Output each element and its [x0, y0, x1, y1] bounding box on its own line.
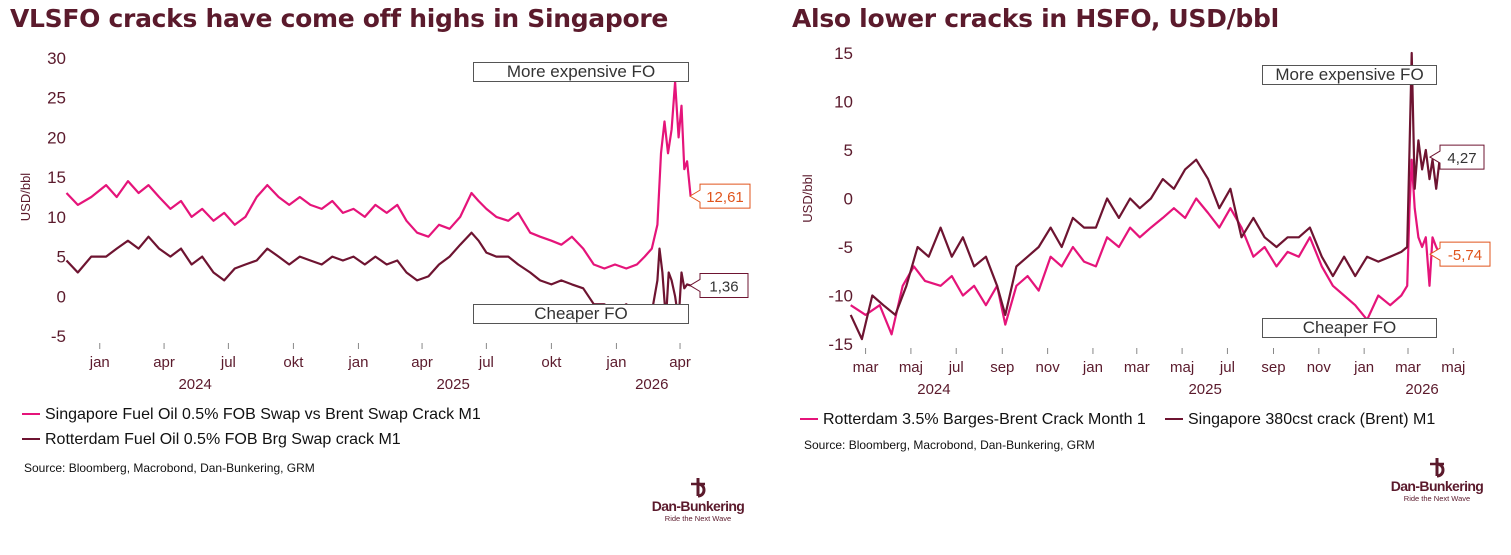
series-line-2 — [849, 51, 1441, 341]
chart-title: Also lower cracks in HSFO, USD/bbl — [792, 4, 1279, 33]
x-tick-label: jul — [948, 359, 964, 376]
x-tick-label: jan — [347, 354, 368, 371]
logo-tagline: Ride the Next Wave — [1403, 494, 1471, 503]
end-value-text: 12,61 — [706, 189, 744, 206]
series-line-2 — [65, 231, 691, 322]
y-tick-label: 0 — [844, 190, 853, 209]
y-tick-label: -15 — [828, 335, 853, 354]
x-tick-label: apr — [669, 354, 691, 371]
annotation-more-expensive: More expensive FO — [1262, 65, 1437, 85]
y-axis-title: USD/bbl — [18, 173, 33, 222]
x-tick-label: okt — [541, 354, 562, 371]
x-tick-label: sep — [990, 359, 1014, 376]
legend-swatch — [800, 417, 818, 420]
x-tick-label: jan — [1353, 359, 1374, 376]
end-value-label: -5,74 — [1429, 241, 1491, 267]
x-tick-label: jan — [605, 354, 626, 371]
y-tick-label: 25 — [47, 89, 66, 108]
y-axis-title: USD/bbl — [800, 174, 815, 223]
left-chart-panel: VLSFO cracks have come off highs in Sing… — [10, 4, 758, 524]
x-tick-label: jul — [478, 354, 494, 371]
annotation-cheaper: Cheaper FO — [473, 304, 689, 324]
y-tick-label: 0 — [57, 287, 66, 306]
x-year-label: 2025 — [1188, 381, 1221, 398]
y-tick-label: 5 — [57, 248, 66, 267]
series-line-1 — [65, 80, 692, 270]
legend-item-rotterdam-hsfo: Rotterdam 3.5% Barges-Brent Crack Month … — [800, 411, 1146, 429]
y-tick-label: -5 — [838, 238, 853, 257]
hsfo-line-chart: -15 -10 -5 0 5 10 15 USD/bbl mar maj jul sep nov jan m… — [800, 44, 1491, 398]
x-tick-label: nov — [1036, 359, 1061, 376]
dan-bunkering-logo: Dan-Bunkering Ride the Next Wave — [1377, 456, 1497, 504]
x-tick-label: maj — [899, 359, 923, 376]
x-year-label: 2024 — [917, 381, 950, 398]
end-value-text: -5,74 — [1448, 247, 1482, 264]
logo-icon — [1430, 458, 1445, 478]
legend-swatch — [22, 412, 40, 415]
annotation-more-expensive: More expensive FO — [473, 62, 689, 82]
end-value-label: 1,36 — [689, 272, 749, 298]
y-tick-label: 15 — [47, 168, 66, 187]
x-tick-label: sep — [1261, 359, 1285, 376]
legend-swatch — [1165, 417, 1183, 420]
source-note: Source: Bloomberg, Macrobond, Dan-Bunker… — [804, 438, 1095, 452]
x-tick-label: maj — [1170, 359, 1194, 376]
y-tick-label: 15 — [834, 44, 853, 63]
y-tick-label: 10 — [47, 208, 66, 227]
annotation-cheaper: Cheaper FO — [1262, 318, 1437, 338]
x-year-label: 2024 — [178, 376, 211, 393]
x-tick-label: apr — [153, 354, 175, 371]
legend-swatch — [22, 437, 40, 440]
x-tick-label: jul — [1219, 359, 1235, 376]
y-tick-label: 30 — [47, 49, 66, 68]
x-tick-label: apr — [411, 354, 433, 371]
end-value-label: 12,61 — [689, 183, 751, 209]
end-value-text: 1,36 — [709, 278, 738, 295]
dan-bunkering-logo: Dan-Bunkering Ride the Next Wave — [638, 476, 758, 524]
y-tick-label: 10 — [834, 93, 853, 112]
end-value-text: 4,27 — [1447, 150, 1476, 167]
y-tick-label: -10 — [828, 287, 853, 306]
logo-name: Dan-Bunkering — [1390, 478, 1484, 494]
x-tick-label: jul — [220, 354, 236, 371]
x-tick-label: mar — [853, 359, 879, 376]
x-tick-label: maj — [1441, 359, 1465, 376]
x-tick-label: okt — [283, 354, 304, 371]
x-tick-label: mar — [1124, 359, 1150, 376]
legend-item-rotterdam: Rotterdam Fuel Oil 0.5% FOB Brg Swap cra… — [22, 431, 401, 449]
x-year-label: 2025 — [436, 376, 469, 393]
legend-item-singapore: Singapore Fuel Oil 0.5% FOB Swap vs Bren… — [22, 406, 481, 424]
y-tick-label: 5 — [844, 141, 853, 160]
x-tick-label: jan — [89, 354, 110, 371]
source-note: Source: Bloomberg, Macrobond, Dan-Bunker… — [24, 461, 315, 475]
x-tick-label: jan — [1082, 359, 1103, 376]
y-tick-label: 20 — [47, 128, 66, 147]
logo-tagline: Ride the Next Wave — [664, 514, 732, 523]
y-tick-label: -5 — [51, 327, 66, 346]
logo-name: Dan-Bunkering — [651, 498, 745, 514]
x-tick-label: nov — [1307, 359, 1332, 376]
x-year-label: 2026 — [635, 376, 668, 393]
legend-item-singapore-hsfo: Singapore 380cst crack (Brent) M1 — [1165, 411, 1435, 429]
end-value-label: 4,27 — [1429, 144, 1485, 170]
x-tick-label: mar — [1395, 359, 1421, 376]
right-chart-panel: Also lower cracks in HSFO, USD/bbl -15 -1… — [770, 0, 1511, 555]
logo-icon — [691, 478, 706, 498]
x-year-label: 2026 — [1405, 381, 1438, 398]
series-line-1 — [850, 158, 1441, 336]
chart-title: VLSFO cracks have come off highs in Sing… — [10, 4, 669, 33]
